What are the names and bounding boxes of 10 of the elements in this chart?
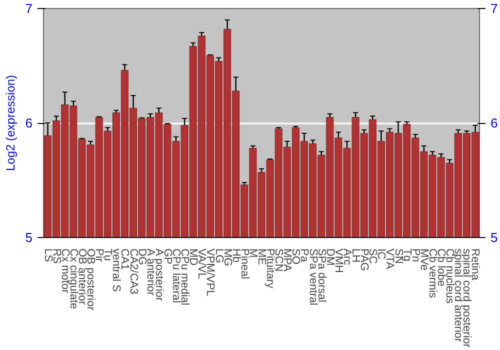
- y-tick-label: 5: [25, 230, 33, 245]
- y2-tick-label: 5: [490, 230, 498, 245]
- y2-tick-label: 6: [490, 116, 498, 130]
- x-tick-label: CA1: [118, 248, 131, 270]
- y-tick-label: 6: [25, 116, 33, 130]
- y-tick-label: 7: [25, 1, 33, 16]
- x-tick-label: Pituitary: [264, 248, 276, 289]
- x-tick-label: Tg: [400, 248, 413, 262]
- y-axis-title: Log2 (expression): [3, 74, 18, 172]
- y2-tick-label: 7: [490, 1, 498, 16]
